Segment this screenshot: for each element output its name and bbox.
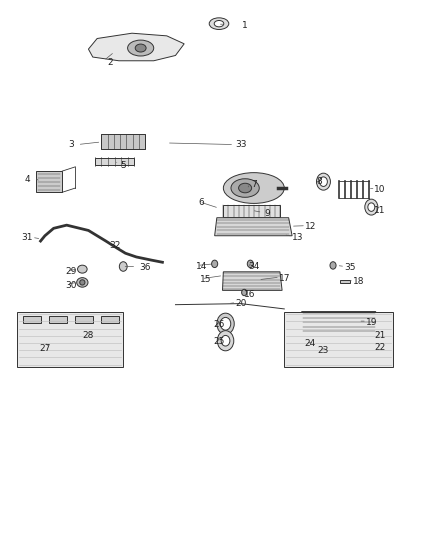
Ellipse shape [78,265,87,273]
Ellipse shape [320,177,327,187]
Bar [102,316,119,324]
Ellipse shape [239,183,252,193]
Text: 5: 5 [120,161,126,170]
Text: 24: 24 [305,339,316,348]
Text: 22: 22 [374,343,385,352]
Text: 12: 12 [305,222,316,231]
Ellipse shape [317,173,330,190]
Bar [102,134,145,149]
Text: 4: 4 [25,174,30,183]
Polygon shape [36,171,62,192]
Ellipse shape [376,331,381,337]
Text: 20: 20 [235,299,247,308]
Text: 23: 23 [318,346,329,355]
Ellipse shape [127,40,154,56]
Text: 14: 14 [196,262,207,271]
Text: 19: 19 [366,318,377,327]
Text: 21: 21 [374,331,386,340]
Ellipse shape [247,260,253,268]
Ellipse shape [135,44,146,52]
Text: 32: 32 [109,241,120,250]
Text: 7: 7 [251,180,257,189]
Ellipse shape [214,20,224,27]
Ellipse shape [80,280,85,285]
Text: 31: 31 [22,233,33,242]
Polygon shape [17,312,123,367]
Polygon shape [340,280,350,284]
Text: 13: 13 [292,233,303,242]
Ellipse shape [209,18,229,29]
Ellipse shape [368,203,375,212]
Text: 15: 15 [200,275,212,284]
Ellipse shape [221,335,230,346]
Text: 28: 28 [83,331,94,340]
Text: 35: 35 [344,263,355,272]
Text: 9: 9 [264,209,270,218]
Ellipse shape [365,199,378,215]
Ellipse shape [119,262,127,271]
Text: 26: 26 [213,320,225,329]
Text: 34: 34 [248,262,259,271]
Text: 36: 36 [139,263,151,272]
Text: 6: 6 [199,198,205,207]
Ellipse shape [217,330,234,351]
Polygon shape [223,272,282,290]
Text: 3: 3 [68,140,74,149]
Ellipse shape [217,313,234,334]
Text: 10: 10 [374,185,386,194]
Bar [75,316,93,324]
Ellipse shape [212,260,218,268]
Text: 25: 25 [213,337,225,346]
Polygon shape [301,312,377,333]
Ellipse shape [312,338,318,346]
Ellipse shape [220,317,231,330]
Text: 11: 11 [374,206,386,215]
Text: 1: 1 [242,21,248,30]
Polygon shape [284,312,393,367]
Ellipse shape [330,262,336,269]
Text: 18: 18 [353,277,364,286]
Text: 29: 29 [65,268,77,276]
Text: 33: 33 [235,140,247,149]
Text: 2: 2 [107,58,113,67]
Bar [223,205,280,216]
Ellipse shape [223,173,284,204]
Bar [23,316,41,324]
Ellipse shape [325,345,331,352]
Text: 27: 27 [39,344,51,353]
Text: 30: 30 [65,280,77,289]
Ellipse shape [376,342,381,348]
Bar [49,316,67,324]
Ellipse shape [242,289,247,296]
Ellipse shape [231,179,259,197]
Polygon shape [215,217,292,236]
Text: 8: 8 [316,177,322,186]
Ellipse shape [77,278,88,287]
Text: 17: 17 [279,273,290,282]
Bar [95,158,134,165]
Polygon shape [88,33,184,61]
Text: 16: 16 [244,289,255,298]
